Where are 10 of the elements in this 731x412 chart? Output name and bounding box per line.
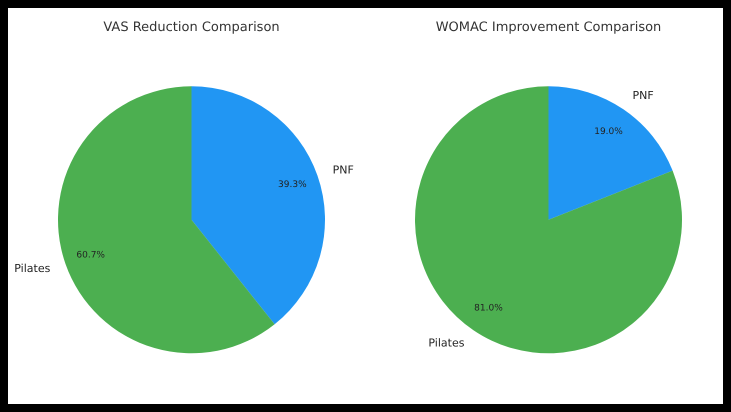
slice-label: PNF bbox=[332, 163, 354, 176]
data-label: 60.7% bbox=[76, 250, 106, 260]
chart-title: VAS Reduction Comparison bbox=[103, 20, 280, 36]
data-label: 81.0% bbox=[474, 303, 504, 314]
slice-label: PNF bbox=[632, 88, 654, 102]
slice-label: Pilates bbox=[428, 336, 465, 350]
slice-label: Pilates bbox=[14, 262, 51, 275]
chart-title: WOMAC Improvement Comparison bbox=[436, 20, 662, 36]
data-label: 39.3% bbox=[278, 180, 308, 190]
data-label: 19.0% bbox=[594, 126, 624, 137]
